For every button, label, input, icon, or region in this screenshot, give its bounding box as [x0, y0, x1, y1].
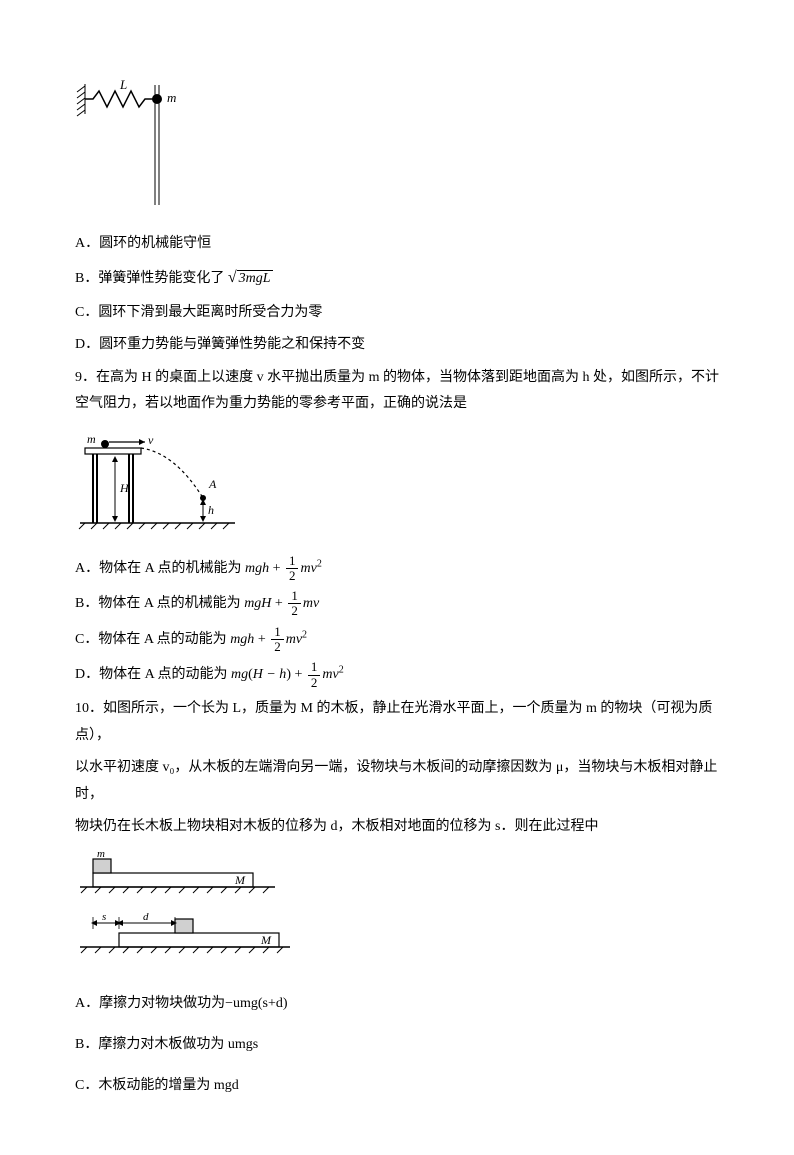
svg-text:h: h — [208, 503, 214, 517]
q8-option-a: A．圆环的机械能守恒 — [75, 231, 719, 258]
svg-text:M: M — [260, 933, 272, 947]
sqrt-expr: √3mgL — [228, 263, 273, 293]
q10-figure: m M M — [75, 851, 719, 982]
svg-text:L: L — [119, 80, 127, 92]
q9-figure: m v A H h — [75, 428, 719, 544]
svg-text:s: s — [102, 911, 106, 923]
q9-text: 9．在高为 H 的桌面上以速度 v 水平抛出质量为 m 的物体，当物体落到距地面… — [75, 365, 719, 418]
q9-option-b: B．物体在 A 点的机械能为 mgH + 12mv — [75, 589, 719, 619]
q9-optA-prefix: A．物体在 A 点的机械能为 — [75, 561, 245, 576]
svg-text:M: M — [234, 873, 246, 887]
q8-option-c: C．圆环下滑到最大距离时所受合力为零 — [75, 300, 719, 327]
q8-option-b: B．弹簧弹性势能变化了 √3mgL — [75, 263, 719, 293]
q8-optB-prefix: B．弹簧弹性势能变化了 — [75, 271, 224, 286]
q9-option-c: C．物体在 A 点的动能为 mgh + 12mv2 — [75, 625, 719, 655]
q8-figure: L m — [75, 80, 719, 221]
svg-text:m: m — [167, 90, 176, 105]
svg-text:m: m — [87, 432, 96, 446]
q10-option-b: B．摩擦力对木板做功为 umgs — [75, 1032, 719, 1059]
q9-optB-prefix: B．物体在 A 点的机械能为 — [75, 596, 244, 611]
q10-text-l2: 以水平初速度 v₀，从木板的左端滑向另一端，设物块与木板间的动摩擦因数为 μ，当… — [75, 755, 719, 808]
svg-text:d: d — [143, 911, 149, 923]
q10-text-l3: 物块仍在长木板上物块相对木板的位移为 d，木板相对地面的位移为 s．则在此过程中 — [75, 814, 719, 841]
q9-option-a: A．物体在 A 点的机械能为 mgh + 12mv2 — [75, 554, 719, 584]
q9-optD-prefix: D．物体在 A 点的动能为 — [75, 667, 231, 682]
q10-text-l1: 10．如图所示，一个长为 L，质量为 M 的木板，静止在光滑水平面上，一个质量为… — [75, 696, 719, 749]
q10-option-a: A．摩擦力对物块做功为−umg(s+d) — [75, 991, 719, 1018]
svg-text:A: A — [208, 477, 217, 491]
q10-option-c: C．木板动能的增量为 mgd — [75, 1073, 719, 1100]
q8-option-d: D．圆环重力势能与弹簧弹性势能之和保持不变 — [75, 332, 719, 359]
q9-optC-prefix: C．物体在 A 点的动能为 — [75, 632, 230, 647]
svg-text:v: v — [148, 433, 154, 447]
q9-option-d: D．物体在 A 点的动能为 mg(H − h) + 12mv2 — [75, 660, 719, 690]
svg-text:H: H — [119, 481, 130, 495]
svg-text:m: m — [97, 851, 105, 860]
